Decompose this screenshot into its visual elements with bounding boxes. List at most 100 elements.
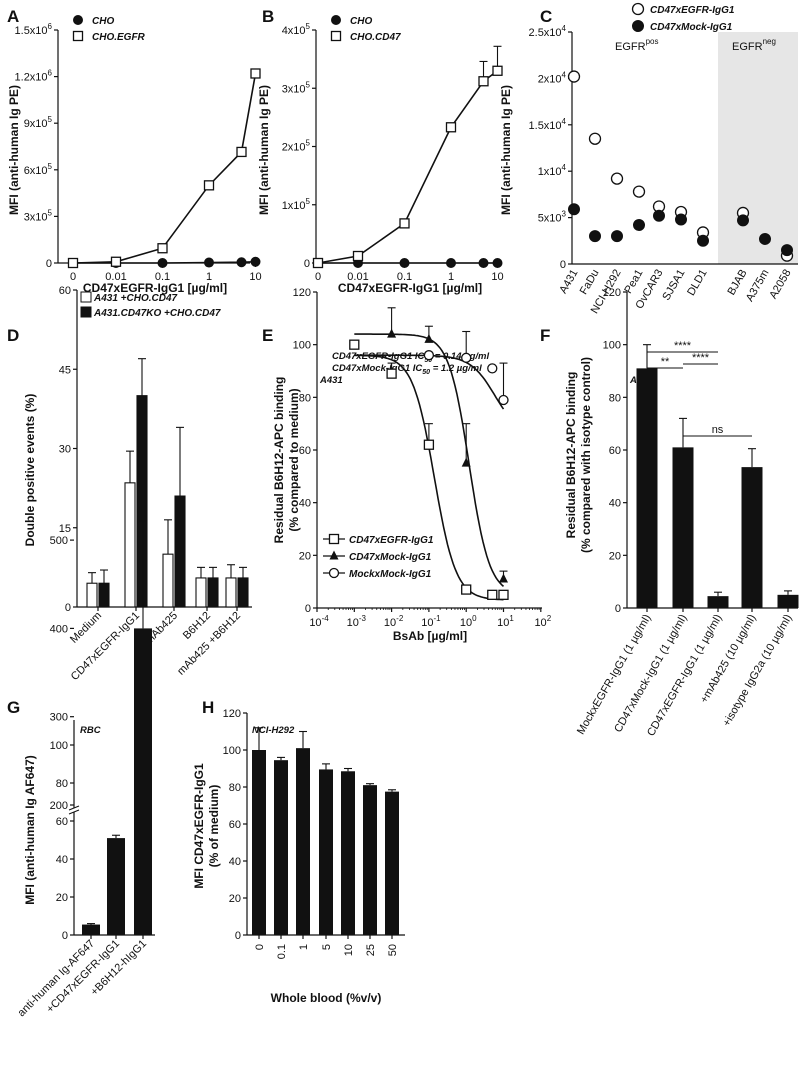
g-y-tick-label: 400 [50, 623, 68, 635]
c-point-filled [653, 209, 665, 222]
d-legend-a431: A431 +CHO.CD47 [93, 293, 178, 304]
a-point [236, 257, 247, 268]
e-point [423, 439, 435, 450]
e-legend-0: CD47xEGFR-IgG1 [349, 535, 434, 546]
e-y-axis-title-2: (% compared to medium) [287, 388, 301, 531]
f-bar [672, 447, 694, 608]
h-bar [385, 791, 399, 935]
d-bar-white [225, 577, 237, 608]
c-point-filled [737, 214, 749, 227]
a-y-tick-label: 9x105 [24, 115, 53, 130]
b-point [399, 258, 410, 268]
a-point [110, 256, 122, 267]
b-legend-cho: CHO [350, 16, 372, 27]
f-bar [636, 368, 658, 608]
h-category-label: 5 [321, 944, 333, 950]
c-point-filled [633, 219, 645, 232]
b-point [312, 257, 324, 269]
c-y-tick-label: 1x104 [538, 163, 567, 178]
c-point-filled [697, 234, 709, 247]
h-x-axis-title: Whole blood (%v/v) [271, 991, 382, 1005]
c-y-axis-title: MFI (anti-human Ig PE) [499, 85, 513, 215]
a-y-tick-label: 6x105 [24, 162, 53, 177]
f-y-tick-label: 60 [609, 445, 621, 457]
c-y-tick-label: 2x104 [538, 70, 567, 85]
h-y-tick-label: 40 [229, 856, 241, 868]
c-category-label: DLD1 [685, 268, 709, 298]
d-bar-white [195, 577, 207, 608]
d-bar-white [86, 582, 98, 608]
b-point [352, 250, 364, 262]
e-y-tick-label: 80 [299, 392, 311, 404]
e-y-tick-label: 60 [299, 445, 311, 457]
f-y-tick-label: 120 [603, 287, 621, 299]
b-x-tick-label: 0.01 [347, 271, 368, 283]
b-y-tick-label: 4x105 [282, 22, 311, 37]
a-series-line-1 [72, 73, 257, 264]
c-category-label: SJSA1 [660, 268, 687, 303]
g-bar [82, 924, 100, 935]
c-point-filled [675, 213, 687, 226]
e-x-tick-label: 10-2 [384, 614, 404, 629]
a-legend-cho: CHO [92, 16, 114, 27]
d-legend-ko: A431.CD47KO +CHO.CD47 [93, 308, 221, 319]
e-legend-marker [329, 550, 339, 560]
panel-label-f: F [540, 326, 550, 345]
f-y-axis-title-1: Residual B6H12-APC binding [564, 372, 578, 539]
a-x-tick-label: 0.1 [155, 271, 170, 283]
d-legend-swatch-white [80, 291, 92, 303]
g-axis-break-mark [68, 805, 80, 811]
g-y-tick-label: 100 [50, 740, 68, 752]
c-point-filled [759, 232, 771, 245]
f-category-label: MockxEGFR-IgG1 (1 µg/ml) [575, 613, 654, 737]
g-y-tick-label: 20 [56, 892, 68, 904]
e-cell-line-label: A431 [319, 375, 343, 386]
e-legend-marker [328, 533, 340, 545]
c-point-open [588, 132, 602, 145]
a-x-tick-label: 10 [249, 271, 261, 283]
c-category-label: A2058 [767, 268, 793, 302]
h-y-axis-title-1: MFI CD47xEGFR-IgG1 [192, 763, 206, 889]
e-point [499, 573, 508, 583]
h-cell-line-label: NCI-H292 [252, 725, 295, 736]
h-bar [341, 771, 355, 935]
b-x-tick-label: 0 [315, 271, 321, 283]
f-significance-label: ns [712, 424, 724, 436]
c-point-open [632, 185, 646, 198]
a-legend-marker-cho [73, 15, 83, 25]
h-category-label: 25 [365, 944, 377, 956]
e-legend-1: CD47xMock-IgG1 [349, 552, 432, 563]
h-category-label: 0.1 [276, 944, 288, 959]
d-y-tick-label: 15 [59, 523, 71, 535]
c-point-filled [568, 203, 580, 216]
c-legend-mock: CD47xMock-IgG1 [650, 22, 733, 33]
a-legend-cho-egfr: CHO.EGFR [92, 32, 146, 43]
a-point [204, 257, 214, 268]
panel-label-a: A [7, 7, 19, 26]
c-legend-marker-egfr [631, 2, 645, 16]
g-y-tick-label: 500 [50, 535, 68, 547]
a-point [203, 180, 215, 191]
g-y-tick-label: 60 [56, 816, 68, 828]
b-y-tick-label: 3x105 [282, 80, 311, 95]
f-y-tick-label: 20 [609, 550, 621, 562]
a-y-axis-title: MFI (anti-human Ig PE) [7, 85, 21, 215]
b-point [399, 218, 410, 229]
d-bar-black [174, 495, 186, 608]
d-y-tick-label: 30 [59, 444, 71, 456]
e-point [423, 350, 435, 361]
c-point-filled [611, 230, 623, 243]
e-y-axis-title-1: Residual B6H12-APC binding [272, 377, 286, 544]
b-y-axis-title: MFI (anti-human Ig PE) [257, 85, 271, 215]
h-bar [296, 748, 310, 935]
panel-label-g: G [7, 698, 20, 717]
e-y-tick-label: 40 [299, 498, 311, 510]
f-significance-label: **** [692, 352, 710, 364]
b-x-axis-title: CD47xEGFR-IgG1 [µg/ml] [338, 281, 482, 295]
b-x-tick-label: 10 [491, 271, 503, 283]
h-bar [363, 785, 377, 935]
b-x-tick-label: 1 [448, 271, 454, 283]
a-point [250, 256, 261, 267]
a-y-tick-label: 1.2x106 [15, 69, 53, 84]
d-bar-black [98, 582, 110, 608]
